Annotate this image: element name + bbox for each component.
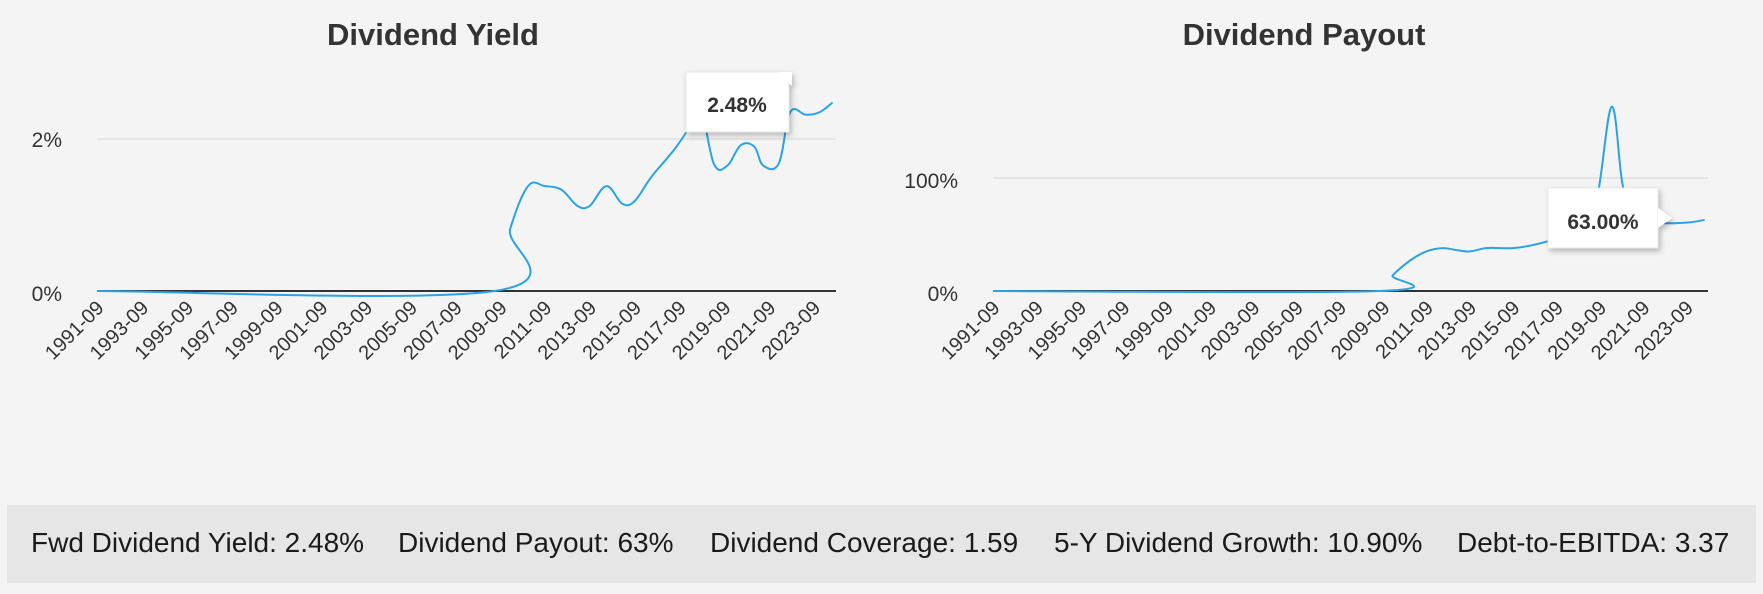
dividend-coverage-stat: Dividend Coverage: 1.59 (710, 527, 1019, 558)
dividend-yield-chart: Dividend Yield 2% 0% 1991-091993-091995-… (32, 17, 836, 364)
x-tick-labels: 1991-091993-091995-091997-091999-092001-… (937, 297, 1698, 364)
tooltip-box (685, 71, 790, 133)
fwd-dividend-yield-stat: Fwd Dividend Yield: 2.48% (31, 527, 365, 558)
tooltip-value: 2.48% (707, 94, 767, 117)
tooltip (685, 71, 792, 133)
chart-title: Dividend Payout (1183, 17, 1426, 52)
chart-title: Dividend Yield (327, 17, 539, 52)
dividend-yield-line (96, 101, 834, 297)
dividend-payout-stat: Dividend Payout: 63% (398, 527, 674, 558)
tooltip-box (1547, 187, 1659, 249)
tooltip (1547, 187, 1672, 249)
tooltip-pointer (1658, 208, 1672, 228)
dividend-growth-stat: 5-Y Dividend Growth: 10.90% (1054, 527, 1423, 558)
debt-to-ebitda-stat: Debt-to-EBITDA: 3.37 (1457, 527, 1730, 558)
y-tick-label: 2% (32, 129, 62, 152)
tooltip-value: 63.00% (1567, 211, 1639, 234)
y-tick-label: 100% (904, 170, 958, 193)
y-tick-label: 0% (32, 283, 62, 306)
x-tick-labels: 1991-091993-091995-091997-091999-092001-… (41, 297, 825, 364)
tooltip-pointer (778, 72, 792, 86)
y-tick-label: 0% (928, 283, 958, 306)
dividend-payout-chart: Dividend Payout 100% 0% 1991-091993-0919… (904, 17, 1708, 364)
stats-bar: Fwd Dividend Yield: 2.48% Dividend Payou… (7, 505, 1756, 583)
charts-area: Dividend Yield 2% 0% 1991-091993-091995-… (32, 17, 1708, 364)
